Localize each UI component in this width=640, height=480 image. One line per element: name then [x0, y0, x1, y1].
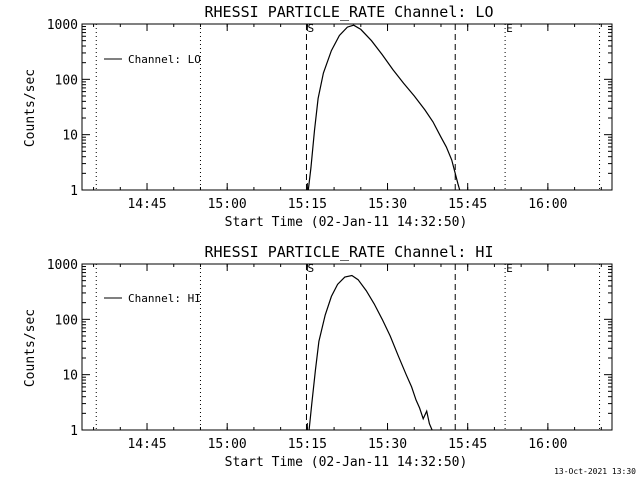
y-tick-label: 100	[55, 313, 78, 328]
chart-title-hi: RHESSI PARTICLE_RATE Channel: HI	[205, 243, 494, 261]
x-tick-label: 15:15	[288, 197, 327, 212]
y-tick-label: 1	[70, 184, 78, 199]
y-tick-label: 10	[62, 129, 78, 144]
plot-frame	[81, 23, 613, 191]
x-tick-label: 15:15	[288, 437, 327, 452]
series-line-0	[307, 24, 461, 191]
footer-timestamp: 13-Oct-2021 13:30	[554, 467, 636, 476]
x-tick-label: 14:45	[127, 437, 166, 452]
plot-frame	[81, 263, 613, 431]
x-tick-label: 15:00	[208, 437, 247, 452]
marker-label: S	[307, 22, 314, 35]
legend-label-lo: Channel: LO	[128, 53, 201, 66]
series-line-0	[308, 274, 433, 431]
y-tick-label: 10	[62, 369, 78, 384]
y-tick-label: 1	[70, 424, 78, 439]
y-tick-label: 100	[55, 73, 78, 88]
marker-label: S	[307, 262, 314, 275]
y-tick-label: 1000	[47, 18, 78, 33]
plot-area-lo: 14:45 15:00 15:15 15:30 15:45 16:00 1 10 100 1000…	[47, 18, 613, 212]
x-tick-label: 15:45	[448, 437, 487, 452]
x-tick-label: 16:00	[528, 197, 567, 212]
x-tick-label: 15:00	[208, 197, 247, 212]
x-tick-label: 15:30	[368, 197, 407, 212]
plot-area-hi: 14:45 15:00 15:15 15:30 15:45 16:00 1 10 100 1000…	[47, 258, 613, 452]
y-axis-label-hi: Counts/sec	[23, 309, 38, 387]
x-tick-label: 14:45	[127, 197, 166, 212]
x-tick-label: 15:30	[368, 437, 407, 452]
legend-label-hi: Channel: HI	[128, 292, 201, 305]
x-tick-label: 16:00	[528, 437, 567, 452]
panel-hi: RHESSI PARTICLE_RATE Channel: HI 14:45 15…	[23, 243, 613, 470]
panel-lo: RHESSI PARTICLE_RATE Channel: LO 14:45 15…	[23, 3, 613, 230]
chart-title-lo: RHESSI PARTICLE_RATE Channel: LO	[205, 3, 494, 21]
y-tick-label: 1000	[47, 258, 78, 273]
x-axis-label-lo: Start Time (02-Jan-11 14:32:50)	[225, 215, 468, 230]
x-tick-label: 15:45	[448, 197, 487, 212]
y-axis-label-lo: Counts/sec	[23, 69, 38, 147]
marker-label: E	[506, 262, 513, 275]
marker-label: E	[506, 22, 513, 35]
x-axis-label-hi: Start Time (02-Jan-11 14:32:50)	[225, 455, 468, 470]
